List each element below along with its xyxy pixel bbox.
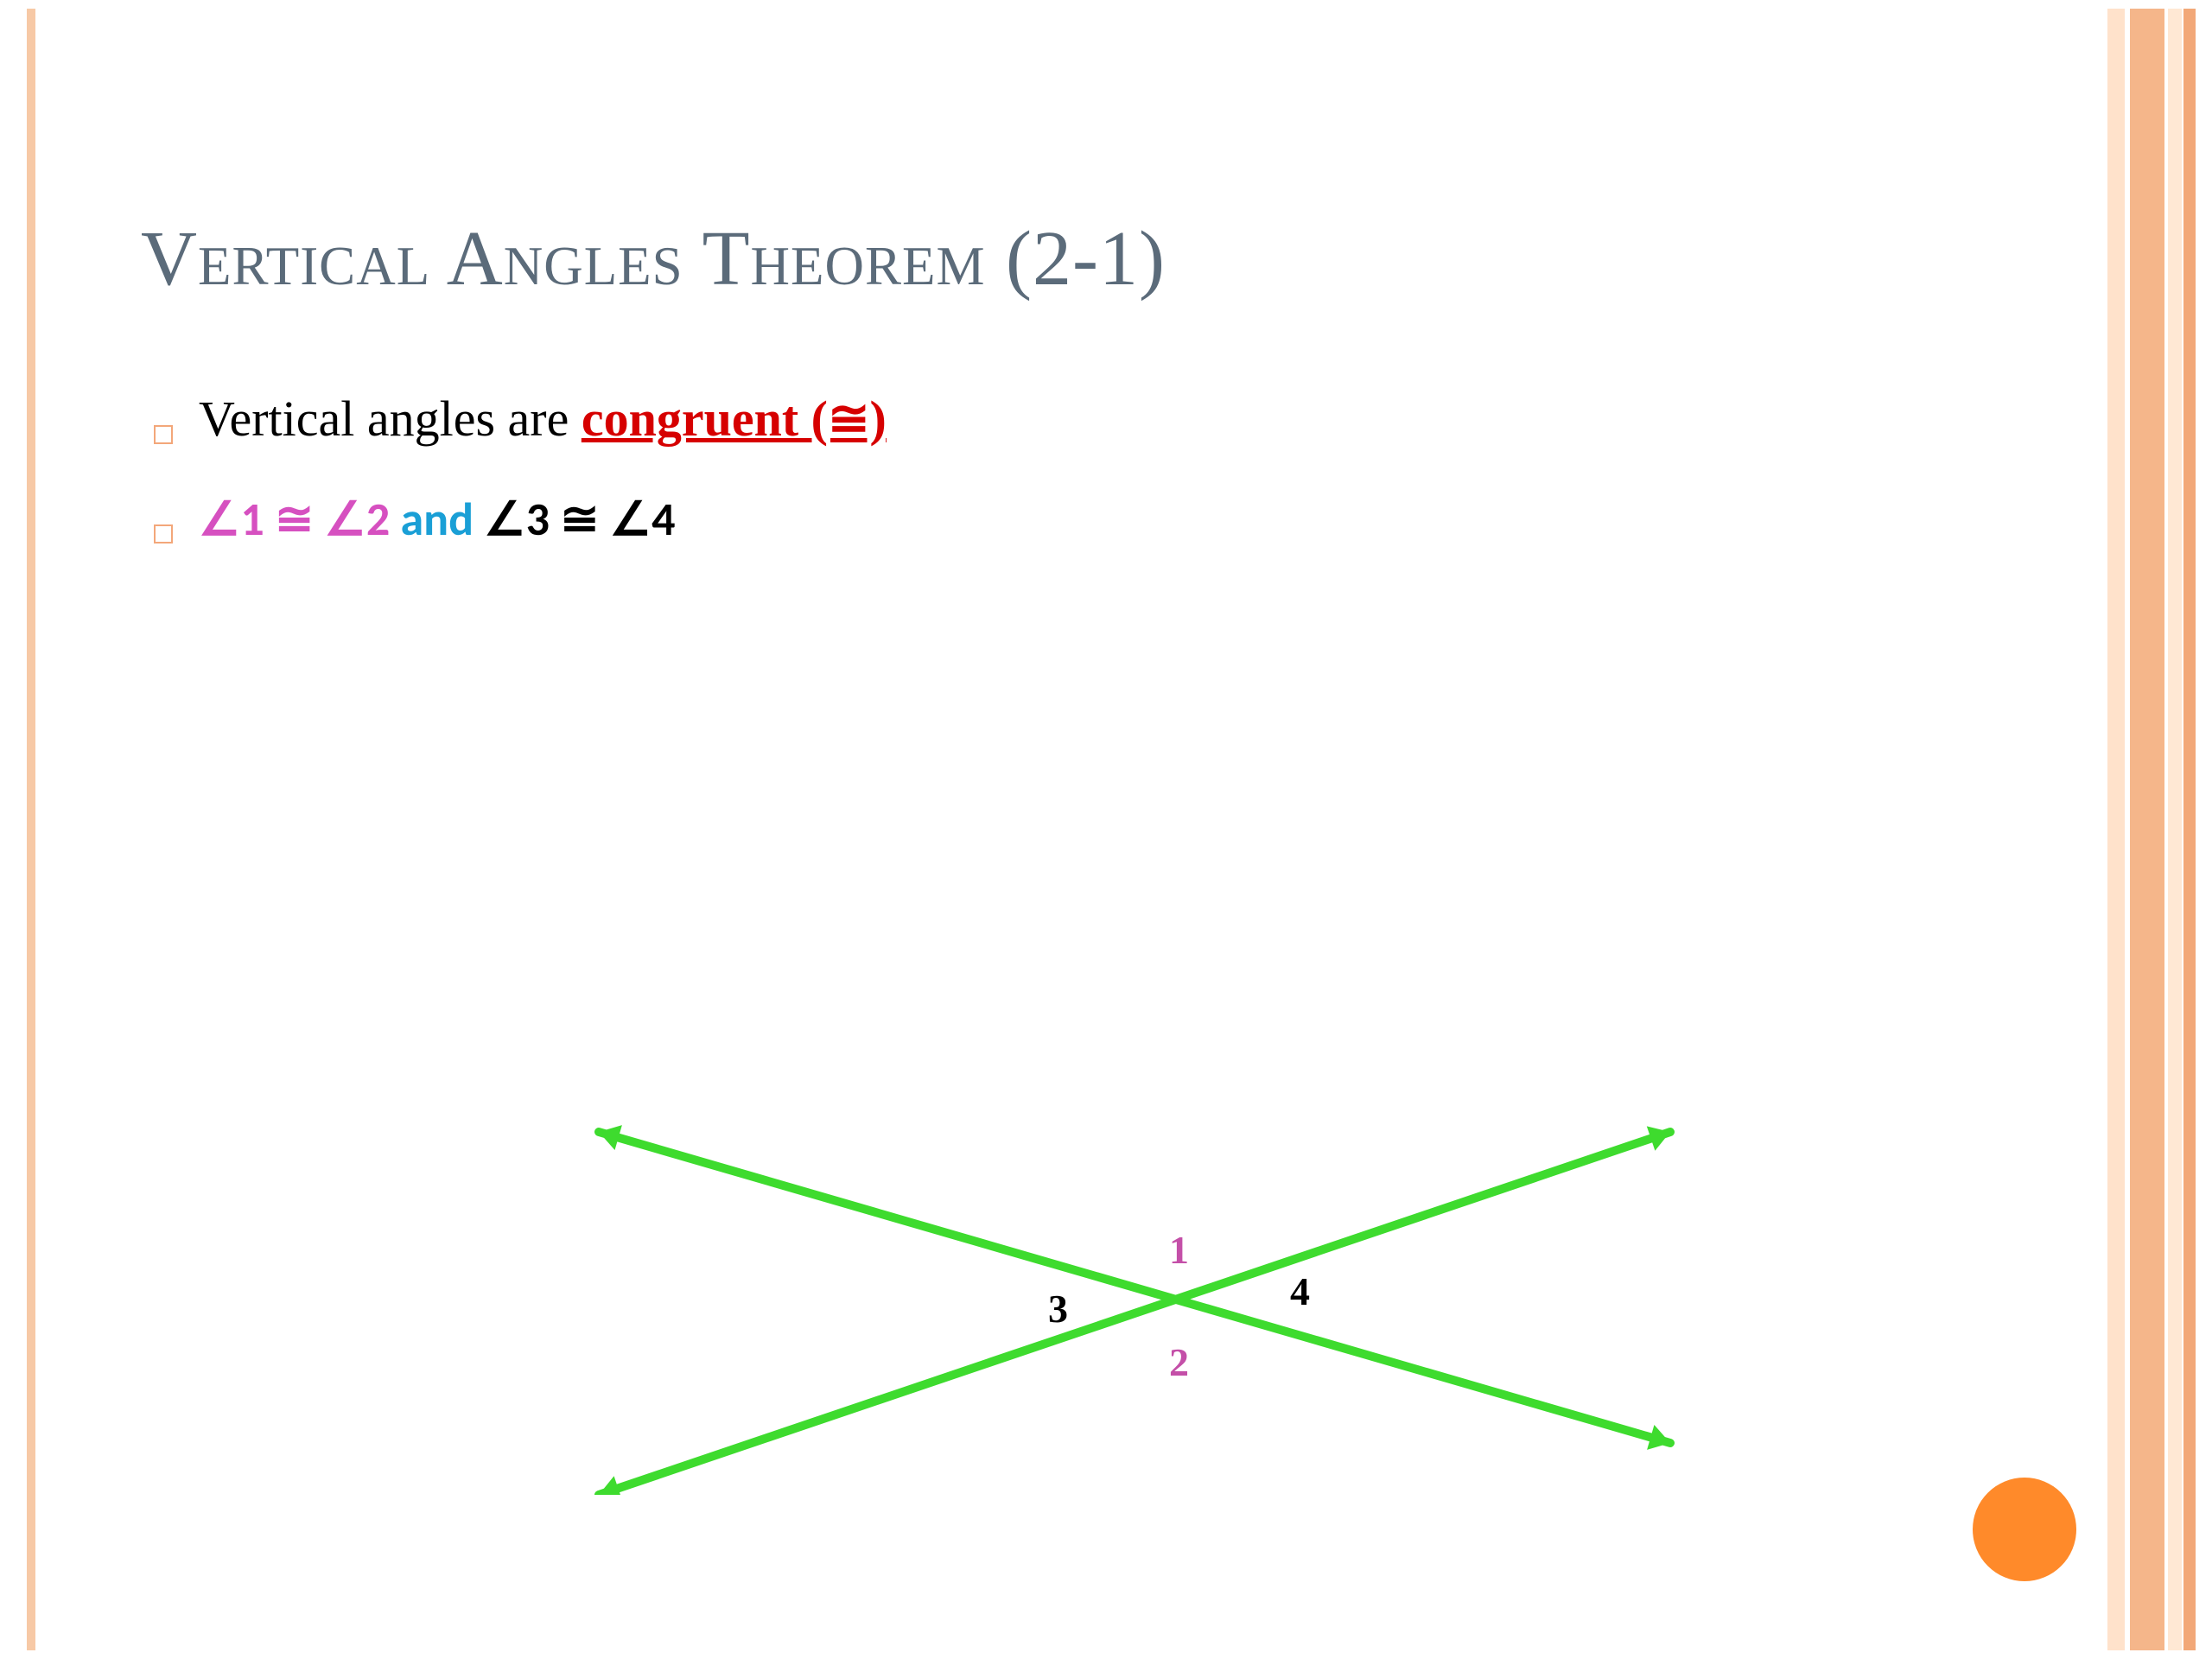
bullet-icon bbox=[154, 524, 173, 543]
border-stripe bbox=[2168, 9, 2182, 1650]
angle-label-2: 2 bbox=[1169, 1339, 1189, 1385]
bullet-2-part-0: ∠1 ≅ ∠2 bbox=[199, 491, 400, 548]
slide-title: Vertical Angles Theorem (2-1) bbox=[141, 214, 1166, 303]
border-stripe bbox=[2107, 9, 2125, 1650]
angle-label-4: 4 bbox=[1290, 1268, 1310, 1314]
slide-left-border bbox=[27, 9, 35, 1650]
decorative-circle-icon bbox=[1973, 1478, 2076, 1581]
bullet-2-part-2: ∠3 ≅ ∠4 bbox=[484, 491, 675, 548]
angles-diagram bbox=[564, 1080, 1705, 1495]
bullet-2-text: ∠1 ≅ ∠2 and ∠3 ≅ ∠4 bbox=[199, 491, 676, 548]
angle-label-3: 3 bbox=[1048, 1286, 1068, 1332]
bullet-1-text: Vertical angles are congruent (≅) bbox=[199, 389, 887, 448]
bullet-line-1: Vertical angles are congruent (≅) bbox=[154, 389, 887, 448]
outer-container: Vertical Angles Theorem (2-1) Vertical a… bbox=[0, 0, 2212, 1659]
bullet-icon bbox=[154, 425, 173, 444]
bullet-line-2: ∠1 ≅ ∠2 and ∠3 ≅ ∠4 bbox=[154, 491, 676, 548]
bullet-1-prefix: Vertical angles are bbox=[199, 391, 582, 447]
angle-label-1: 1 bbox=[1169, 1227, 1189, 1273]
border-stripe bbox=[2130, 9, 2164, 1650]
slide: Vertical Angles Theorem (2-1) Vertical a… bbox=[11, 9, 2201, 1650]
bullet-1-congruent: congruent (≅) bbox=[582, 391, 887, 447]
border-stripe bbox=[2183, 9, 2196, 1650]
bullet-2-part-1: and bbox=[400, 491, 484, 548]
